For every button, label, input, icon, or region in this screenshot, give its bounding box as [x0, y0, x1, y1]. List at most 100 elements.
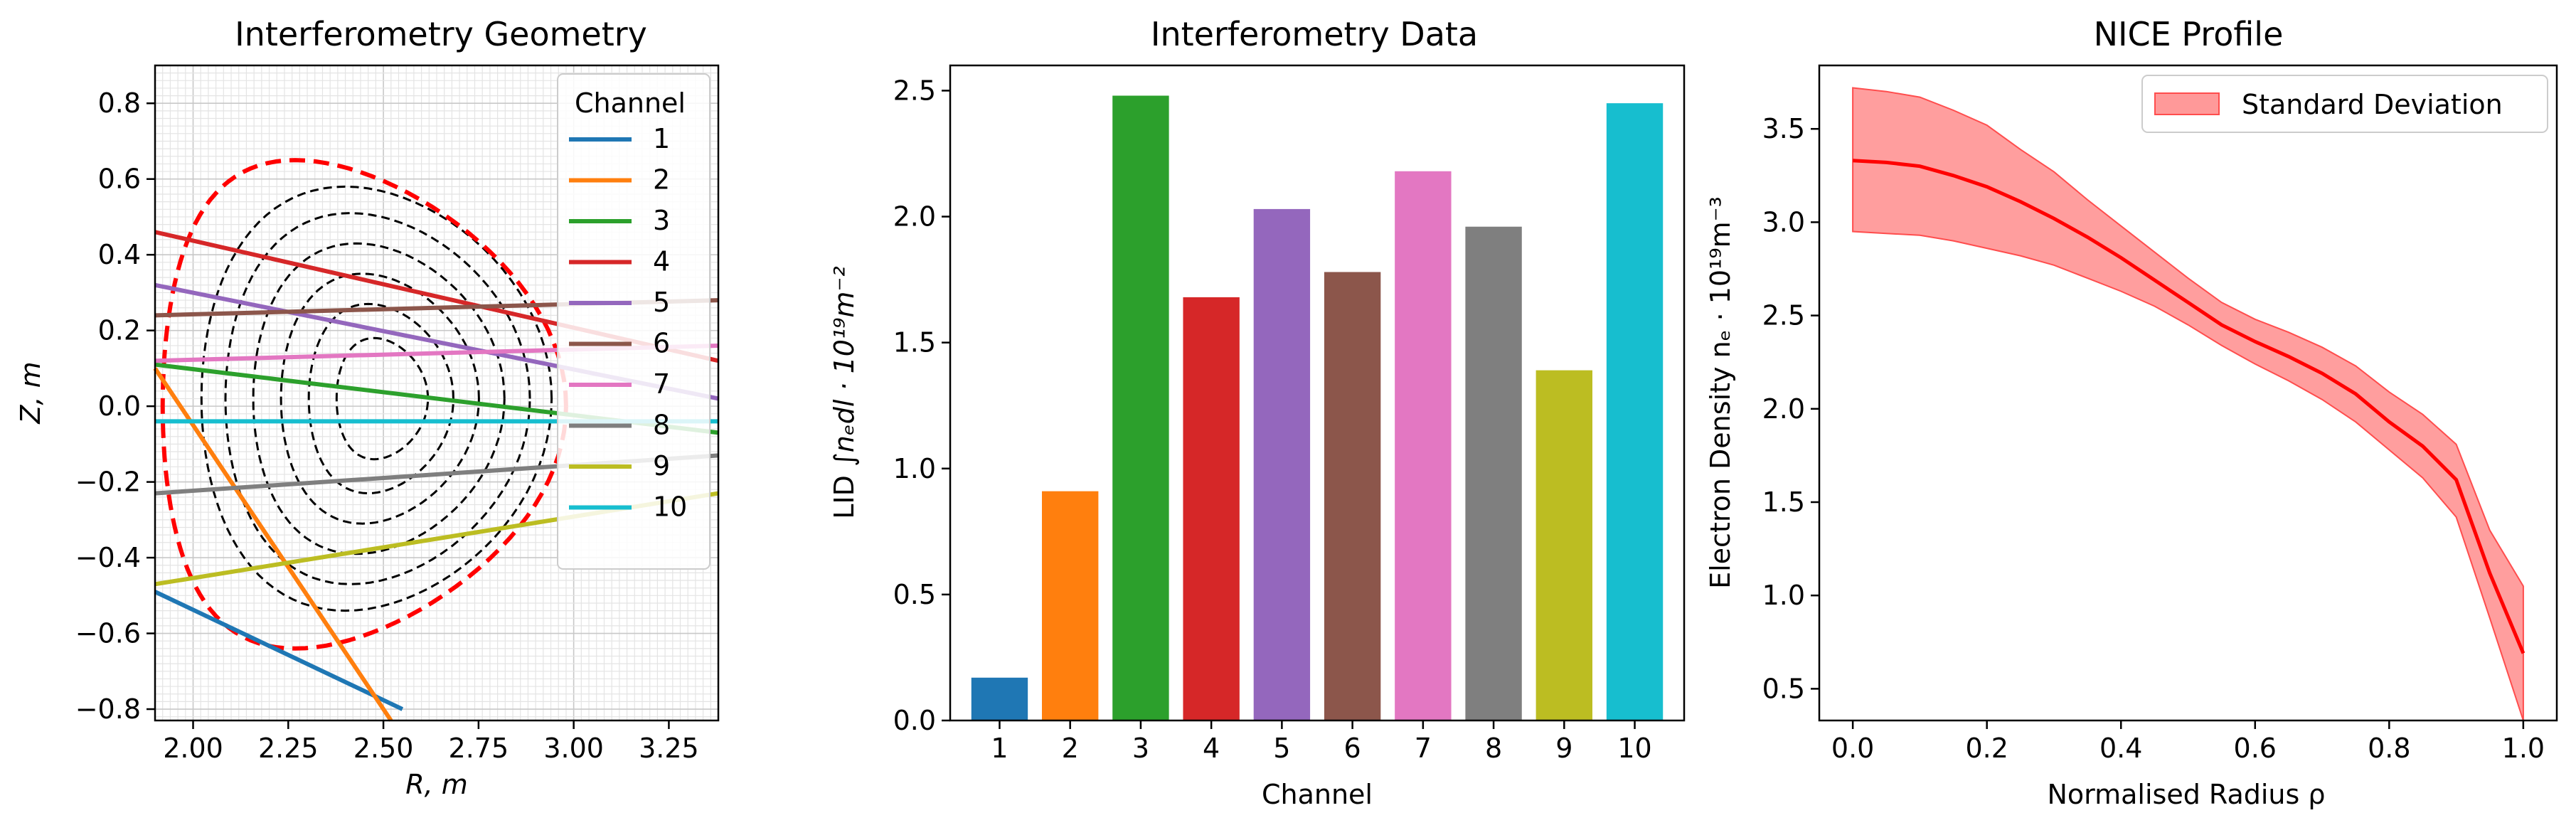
- legend-label-5: 5: [653, 287, 670, 318]
- x-tick-label: 1.0: [2502, 733, 2545, 764]
- profile-plot-frame: [1818, 64, 2558, 722]
- bar-channel-3: [1112, 95, 1169, 720]
- geometry-x-ticks: 2.00 2.25 2.50 2.75 3.00 3.25: [163, 720, 699, 764]
- geometry-legend-items: 1 2 3 4 5 6 7 8 9 10: [569, 123, 687, 523]
- bar-channel-8: [1465, 226, 1522, 720]
- profile-title: NICE Profile: [2094, 15, 2284, 53]
- profile-x-ticks: 0.0 0.2 0.4 0.6 0.8 1.0: [1831, 720, 2545, 764]
- profile-panel: NICE Profile 0.0 0.2 0.4 0.6 0.8 1.0 0.5 1.0 1.…: [1705, 15, 2558, 810]
- x-tick-label: 10: [1617, 733, 1651, 764]
- chord-line-2: [153, 367, 393, 722]
- bar-y-ticks: 0.0 0.5 1.0 1.5 2.0 2.5: [893, 75, 950, 736]
- bar-channel-4: [1183, 297, 1240, 720]
- std-band: [1852, 87, 2524, 721]
- x-tick-label: 3.25: [639, 733, 699, 764]
- y-tick-label: 1.5: [893, 327, 936, 358]
- bar-channel-5: [1253, 208, 1311, 721]
- flux-surfaces: [160, 158, 568, 651]
- plasma-boundary: [160, 158, 568, 651]
- x-tick-label: 3: [1132, 733, 1149, 764]
- y-tick-label: 0.4: [98, 239, 141, 270]
- bar-channel-9: [1536, 370, 1592, 720]
- bar-channel-6: [1324, 272, 1381, 720]
- legend-label-8: 8: [653, 410, 670, 441]
- y-tick-label: 0.6: [98, 164, 141, 195]
- bar-channel-2: [1042, 491, 1099, 720]
- x-tick-label: 2.75: [449, 733, 509, 764]
- y-tick-label: 0.0: [893, 705, 936, 736]
- x-tick-label: 6: [1344, 733, 1361, 764]
- x-tick-label: 2.50: [353, 733, 414, 764]
- bar-channel-7: [1395, 171, 1452, 720]
- x-tick-label: 2.00: [163, 733, 223, 764]
- bar-panel: Interferometry Data 1 2 3 4 5 6 7 8 9 10 0.0 0.5 1.…: [829, 15, 1686, 810]
- legend-label-7: 7: [653, 368, 670, 400]
- profile-legend-swatch: [2154, 92, 2220, 115]
- flux-surface-contour: [307, 302, 454, 495]
- x-tick-label: 0.6: [2234, 733, 2277, 764]
- x-tick-label: 0.8: [2368, 733, 2410, 764]
- flux-surface-contour: [252, 242, 506, 555]
- profile-xlabel: Normalised Radius ρ: [2047, 779, 2325, 810]
- bar-channel-1: [971, 677, 1028, 720]
- legend-label-4: 4: [653, 246, 670, 277]
- x-tick-label: 0.0: [1831, 733, 1874, 764]
- y-tick-label: −0.6: [75, 618, 141, 649]
- geometry-legend-title: Channel: [575, 87, 686, 119]
- bar-ylabel: LID ∫nₑdl · 10¹⁹m⁻²: [829, 266, 860, 519]
- y-tick-label: 1.0: [1762, 580, 1805, 611]
- profile-legend: Standard Deviation: [2141, 75, 2548, 133]
- x-tick-label: 5: [1273, 733, 1290, 764]
- x-tick-label: 4: [1203, 733, 1220, 764]
- bar-channel-10: [1606, 103, 1664, 720]
- y-tick-label: 1.0: [893, 453, 936, 484]
- legend-label-3: 3: [653, 205, 670, 236]
- geometry-legend: Channel 1 2 3 4 5 6 7 8 9 10: [557, 73, 710, 570]
- profile-legend-label: Standard Deviation: [2242, 89, 2503, 120]
- y-tick-label: 2.5: [893, 75, 936, 106]
- y-tick-label: −0.8: [75, 693, 141, 725]
- legend-label-10: 10: [653, 491, 687, 523]
- y-tick-label: 3.0: [1762, 206, 1805, 238]
- profile-ylabel: Electron Density nₑ · 10¹⁹m⁻³: [1705, 196, 1736, 589]
- y-tick-label: 0.8: [98, 87, 141, 119]
- x-tick-label: 0.2: [1965, 733, 2008, 764]
- geometry-xlabel: R, m: [405, 769, 468, 800]
- bars: [971, 95, 1664, 721]
- bar-ylabel-math: ∫nₑdl · 10¹⁹m⁻²: [829, 266, 860, 467]
- mean-profile-line: [1852, 159, 2526, 654]
- geometry-title: Interferometry Geometry: [235, 15, 647, 53]
- legend-label-2: 2: [653, 164, 670, 196]
- x-tick-label: 2: [1062, 733, 1079, 764]
- legend-label-1: 1: [653, 123, 670, 154]
- y-tick-label: 2.0: [893, 201, 936, 233]
- y-tick-label: 0.5: [893, 579, 936, 610]
- legend-label-9: 9: [653, 450, 670, 482]
- y-tick-label: 2.5: [1762, 300, 1805, 331]
- y-tick-label: 0.0: [98, 390, 141, 422]
- profile-y-ticks: 0.5 1.0 1.5 2.0 2.5 3.0 3.5: [1762, 113, 1819, 704]
- x-tick-label: 8: [1485, 733, 1502, 764]
- y-tick-label: 3.5: [1762, 113, 1805, 144]
- y-tick-label: 2.0: [1762, 393, 1805, 425]
- chord-line-1: [154, 590, 404, 711]
- y-tick-label: −0.4: [75, 542, 141, 573]
- flux-surface-contour: [280, 272, 480, 525]
- geometry-y-ticks: −0.8 −0.6 −0.4 −0.2 0.0 0.2 0.4 0.6 0.8: [75, 87, 155, 725]
- bar-xlabel: Channel: [1262, 779, 1373, 810]
- x-tick-label: 7: [1415, 733, 1432, 764]
- x-tick-label: 0.4: [2099, 733, 2142, 764]
- geometry-legend-box: [557, 73, 710, 570]
- bar-title: Interferometry Data: [1151, 15, 1478, 53]
- x-tick-label: 9: [1555, 733, 1572, 764]
- geometry-plot-frame: [154, 64, 720, 722]
- y-tick-label: 0.2: [98, 315, 141, 346]
- legend-label-6: 6: [653, 328, 670, 359]
- geometry-panel: Interferometry Geometry 2.00 2.25 2.50 2.75…: [15, 15, 720, 800]
- y-tick-label: −0.2: [75, 467, 141, 498]
- y-tick-label: 1.5: [1762, 486, 1805, 518]
- flux-surface-contour: [335, 336, 430, 461]
- x-tick-label: 1: [991, 733, 1008, 764]
- x-tick-label: 2.25: [258, 733, 319, 764]
